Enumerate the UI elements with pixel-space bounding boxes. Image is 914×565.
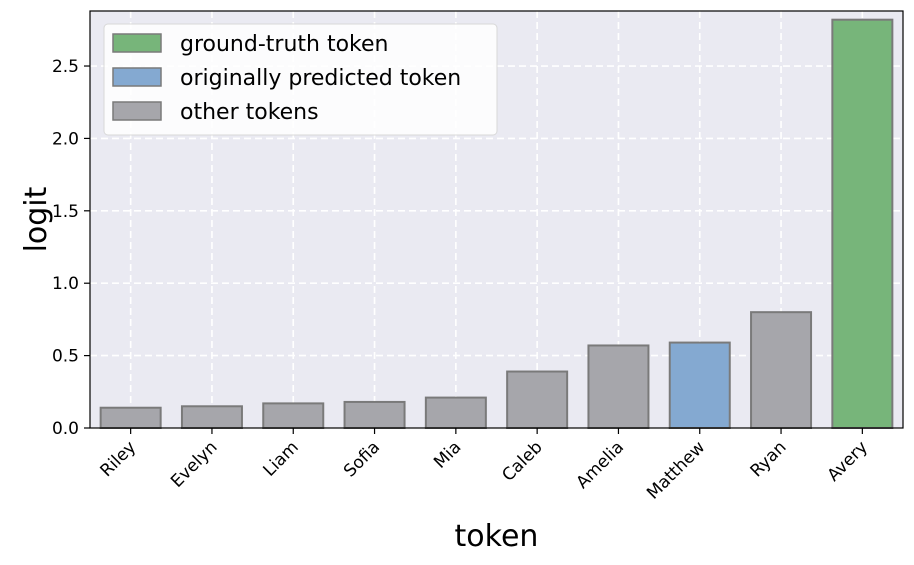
x-tick-label: Amelia (572, 437, 628, 493)
x-tick-label: Riley (96, 437, 140, 481)
x-tick-label: Mia (430, 437, 465, 472)
bar-mia (424, 396, 487, 429)
y-axis-label: logit (19, 186, 54, 252)
legend-swatch-other (112, 101, 162, 121)
legend-swatch-truth (112, 33, 162, 53)
y-tick-label: 1.0 (52, 274, 79, 294)
plot-frame (89, 10, 904, 429)
x-tick-label: Matthew (643, 437, 709, 503)
bar-riley (99, 406, 162, 429)
legend-label-predicted: originally predicted token (180, 66, 461, 91)
legend-swatch-predicted (112, 67, 162, 87)
bar-matthew (668, 341, 731, 429)
x-tick-label: Sofia (340, 437, 384, 481)
legend-label-other: other tokens (180, 100, 319, 125)
x-tick-label: Ryan (747, 437, 791, 481)
x-tick-label: Caleb (498, 437, 546, 485)
legend-box (103, 23, 498, 136)
y-tick-label: 2.5 (52, 57, 79, 77)
bar-caleb (506, 370, 569, 429)
x-axis-label: token (455, 519, 539, 554)
x-tick-label: Avery (824, 437, 872, 485)
x-axis: Riley Evelyn Liam Sofia Mia Caleb Amelia Matthe… (96, 428, 872, 504)
bar-evelyn (180, 405, 243, 429)
y-tick-label: 0.0 (52, 419, 79, 439)
y-tick-label: 1.5 (52, 202, 79, 222)
y-axis: 0.0 0.5 1.0 1.5 2.0 2.5 (52, 57, 90, 439)
bar-liam (262, 402, 325, 429)
bars (99, 18, 894, 429)
bar-ryan (750, 311, 813, 429)
y-tick-label: 2.0 (52, 129, 79, 149)
x-tick-label: Liam (260, 437, 303, 480)
legend: ground-truth token originally predicted t… (103, 23, 498, 136)
bar-avery (831, 18, 894, 429)
x-tick-label: Evelyn (167, 437, 221, 491)
legend-label-truth: ground-truth token (180, 32, 388, 57)
y-tick-label: 0.5 (52, 347, 79, 367)
bar-sofia (343, 400, 406, 429)
bar-amelia (587, 344, 650, 429)
